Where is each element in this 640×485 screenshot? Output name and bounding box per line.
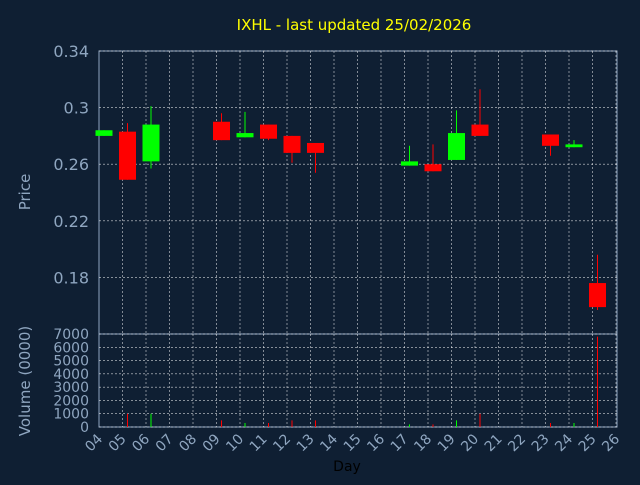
volume-tick-label: 5000 — [53, 354, 89, 370]
candle-body — [565, 144, 583, 148]
volume-plot-frame — [98, 333, 618, 428]
price-tick-label: 0.34 — [53, 42, 89, 61]
chart-title: IXHL - last updated 25/02/2026 — [237, 16, 472, 34]
price-tick-label: 0.18 — [53, 268, 89, 287]
price-tick-label: 0.26 — [53, 155, 89, 174]
candle-body — [424, 164, 442, 172]
price-tick-label: 0.3 — [64, 99, 89, 118]
price-axis: 0.34 0.3 0.26 0.22 0.18 — [53, 42, 89, 287]
volume-bars — [127, 336, 598, 427]
grid-lines — [99, 50, 617, 428]
price-axis-label: Price — [16, 174, 34, 211]
candle-body — [542, 134, 559, 146]
candle-body — [448, 133, 465, 160]
volume-tick-label: 1000 — [53, 407, 89, 423]
volume-tick-label: 4000 — [53, 367, 89, 383]
candle-body — [260, 124, 277, 139]
candle-body — [283, 135, 301, 153]
price-tick-label: 0.22 — [53, 212, 89, 231]
volume-tick-label: 7000 — [53, 327, 89, 343]
x-axis-label: Day — [333, 459, 361, 475]
volume-tick-label: 0 — [80, 420, 89, 436]
volume-axis-label: Volume (0000) — [16, 326, 34, 436]
candle-body — [95, 130, 113, 136]
candle-body — [236, 133, 254, 138]
candle-body — [119, 131, 136, 180]
day-axis: 04 05 06 07 08 09 10 11 12 13 14 15 16 17 18 19 20 21 22 23… — [82, 431, 623, 455]
candles — [95, 89, 606, 310]
volume-tick-label: 3000 — [53, 380, 89, 396]
candle-body — [307, 142, 324, 153]
volume-tick-label: 2000 — [53, 393, 89, 409]
candle-body — [589, 283, 606, 308]
candle-body — [213, 121, 230, 141]
candle-body — [401, 161, 418, 166]
candle-body — [471, 124, 489, 136]
volume-tick-label: 6000 — [53, 340, 89, 356]
candle-body — [142, 124, 160, 162]
